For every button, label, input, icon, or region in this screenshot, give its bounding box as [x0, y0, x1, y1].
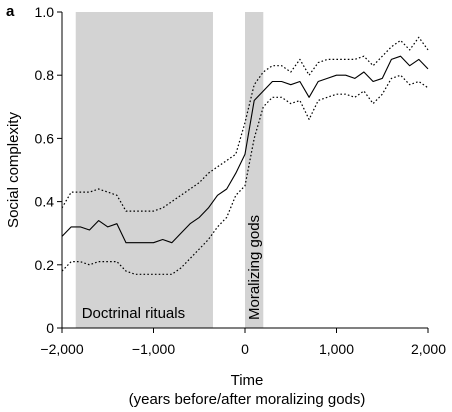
series-line-mean — [61, 55, 429, 244]
shaded-region-label-0: Doctrinal rituals — [82, 305, 185, 322]
x-tick-label-3: 1,000 — [319, 341, 354, 357]
y-tick-label-1: 0.2 — [35, 257, 55, 273]
axis-ticks: 0 0.2 0.4 0.6 0.8 1.0 −2,000 −1,000 0 1,000 2,000 — [35, 4, 447, 357]
shaded-region-0 — [75, 12, 213, 328]
y-tick-label-5: 1.0 — [35, 4, 55, 20]
x-tick-label-0: −2,000 — [40, 341, 83, 357]
x-axis-label: Time — [231, 372, 264, 389]
x-tick-label-4: 2,000 — [411, 341, 446, 357]
data-series — [61, 36, 429, 275]
shaded-regions — [75, 12, 264, 328]
y-tick-label-0: 0 — [46, 320, 54, 336]
panel-letter: a — [6, 3, 15, 20]
x-axis-sublabel: (years before/after moralizing gods) — [129, 391, 366, 408]
y-tick-label-2: 0.4 — [35, 194, 55, 210]
shaded-region-labels: Doctrinal rituals Moralizing gods — [82, 215, 263, 322]
series-line-lower-bound — [61, 74, 429, 275]
y-tick-label-4: 0.8 — [35, 67, 55, 83]
x-tick-label-1: −1,000 — [132, 341, 175, 357]
shaded-region-label-1: Moralizing gods — [246, 215, 263, 320]
y-tick-label-3: 0.6 — [35, 130, 55, 146]
y-axis-label: Social complexity — [5, 112, 22, 228]
shaded-region-1 — [245, 12, 264, 328]
x-tick-label-2: 0 — [241, 341, 249, 357]
